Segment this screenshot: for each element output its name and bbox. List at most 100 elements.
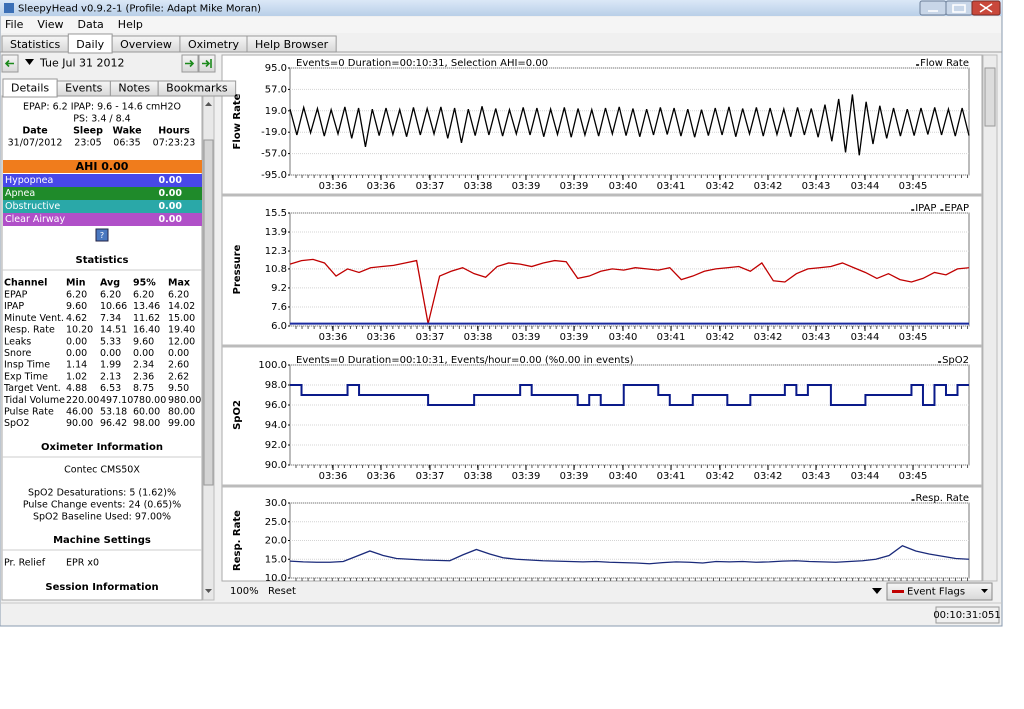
summary-header: Wake xyxy=(112,126,141,137)
oximeter-line: SpO2 Desaturations: 5 (1.62)% xyxy=(28,488,176,499)
summary-value: 07:23:23 xyxy=(153,138,196,149)
x-tick-label: 03:44 xyxy=(851,471,880,482)
graph-scrollbar[interactable] xyxy=(982,54,998,582)
stats-cell: 220.00 xyxy=(66,395,99,406)
stats-cell: 1.14 xyxy=(66,360,87,371)
stats-cell: 14.02 xyxy=(168,301,195,312)
y-tick-label: 96.0 xyxy=(265,400,287,411)
stats-cell: 2.62 xyxy=(168,371,189,382)
legend-entry: Flow Rate xyxy=(920,58,969,69)
stats-cell: Snore xyxy=(4,348,32,359)
stats-cell: 9.60 xyxy=(133,336,154,347)
minimize-button[interactable] xyxy=(919,0,947,16)
subtab-label[interactable]: Details xyxy=(11,82,49,95)
stats-cell: 10.20 xyxy=(66,325,93,336)
stats-header: Min xyxy=(66,278,86,289)
x-tick-label: 03:44 xyxy=(851,332,880,343)
subtab-label[interactable]: Notes xyxy=(118,82,150,95)
menu-item[interactable]: File xyxy=(5,18,24,31)
calendar-dropdown[interactable] xyxy=(25,59,34,65)
stats-cell: 0.00 xyxy=(168,348,189,359)
event-flags-dropdown[interactable] xyxy=(886,582,993,601)
stats-header: 95% xyxy=(133,278,156,289)
stats-cell: 6.53 xyxy=(100,383,121,394)
stats-cell: 2.60 xyxy=(168,360,189,371)
y-tick-label: 12.3 xyxy=(265,246,287,257)
index-value: 0.00 xyxy=(159,201,183,212)
x-tick-label: 03:42 xyxy=(706,181,735,192)
stats-cell: 11.62 xyxy=(133,313,160,324)
reset-button[interactable]: Reset xyxy=(268,586,296,597)
stats-cell: 0.00 xyxy=(66,336,87,347)
stats-cell: 53.18 xyxy=(100,407,127,418)
y-tick-label: 7.6 xyxy=(271,302,287,313)
tab-label[interactable]: Statistics xyxy=(10,38,61,51)
x-tick-label: 03:36 xyxy=(319,471,348,482)
stats-cell: 980.00 xyxy=(168,395,201,406)
tab[interactable] xyxy=(246,35,337,53)
x-tick-label: 03:43 xyxy=(802,181,831,192)
stats-cell: 2.36 xyxy=(133,371,154,382)
tab-label[interactable]: Overview xyxy=(120,38,172,51)
menu-item[interactable]: View xyxy=(37,18,63,31)
left-scroll-thumb[interactable] xyxy=(203,139,214,486)
stats-cell: 1.02 xyxy=(66,371,87,382)
stats-cell: 96.42 xyxy=(100,418,127,429)
y-axis-label: Flow Rate xyxy=(232,93,243,149)
stats-header: Max xyxy=(168,278,190,289)
stats-cell: 2.34 xyxy=(133,360,154,371)
series-line xyxy=(289,258,970,324)
flags-menu-arrow[interactable] xyxy=(872,588,882,594)
y-tick-label: 57.0 xyxy=(265,84,287,95)
y-tick-label: 9.2 xyxy=(271,283,287,294)
prev-arrow xyxy=(4,59,14,68)
stats-cell: 0.00 xyxy=(66,348,87,359)
help-icon[interactable] xyxy=(95,228,109,242)
y-tick-label: 30.0 xyxy=(265,498,287,509)
x-tick-label: 03:39 xyxy=(560,332,589,343)
stats-cell: 15.00 xyxy=(168,313,195,324)
legend-entry: SpO2 xyxy=(942,355,969,366)
stats-header: Avg xyxy=(100,278,120,289)
graph-scroll-thumb[interactable] xyxy=(984,67,996,127)
tab-label[interactable]: Oximetry xyxy=(188,38,240,51)
x-tick-label: 03:40 xyxy=(609,181,638,192)
x-tick-label: 03:36 xyxy=(367,332,396,343)
subtab[interactable] xyxy=(157,80,237,97)
index-name: Apnea xyxy=(5,188,35,199)
stats-cell: 6.20 xyxy=(66,290,87,301)
series-line xyxy=(289,94,970,156)
stats-cell: Insp Time xyxy=(4,360,50,371)
index-name: Obstructive xyxy=(5,201,60,212)
subtab-label[interactable]: Events xyxy=(65,82,103,95)
x-tick-label: 03:40 xyxy=(609,471,638,482)
stats-cell: 12.00 xyxy=(168,336,195,347)
y-tick-label: 15.5 xyxy=(265,208,287,219)
y-axis-label: Resp. Rate xyxy=(232,510,243,571)
index-value: 0.00 xyxy=(159,188,183,199)
y-tick-label: 100.0 xyxy=(258,360,287,371)
menu-item[interactable]: Data xyxy=(78,18,104,31)
tab-label[interactable]: Daily xyxy=(76,38,104,51)
date-label[interactable]: Tue Jul 31 2012 xyxy=(39,57,125,70)
graph-area xyxy=(221,54,983,582)
stats-cell: 16.40 xyxy=(133,325,160,336)
event-flags-label[interactable]: Event Flags xyxy=(907,587,965,598)
y-tick-label: 10.0 xyxy=(265,573,287,584)
x-tick-label: 03:38 xyxy=(464,471,493,482)
stats-cell: 5.33 xyxy=(100,336,121,347)
stats-cell: 10.66 xyxy=(100,301,127,312)
x-tick-label: 03:39 xyxy=(560,471,589,482)
pressure-support: PS: 3.4 / 8.4 xyxy=(73,114,130,125)
plot-frame xyxy=(289,364,970,466)
plot-frame xyxy=(289,212,970,327)
stats-cell: 6.20 xyxy=(133,290,154,301)
maximize-button[interactable] xyxy=(945,0,973,16)
zoom-label: 100% xyxy=(230,586,259,597)
section-title: Oximeter Information xyxy=(41,442,163,453)
subtab-label[interactable]: Bookmarks xyxy=(166,82,228,95)
x-tick-label: 03:37 xyxy=(416,471,445,482)
menu-item[interactable]: Help xyxy=(118,18,143,31)
tab-label[interactable]: Help Browser xyxy=(255,38,329,51)
